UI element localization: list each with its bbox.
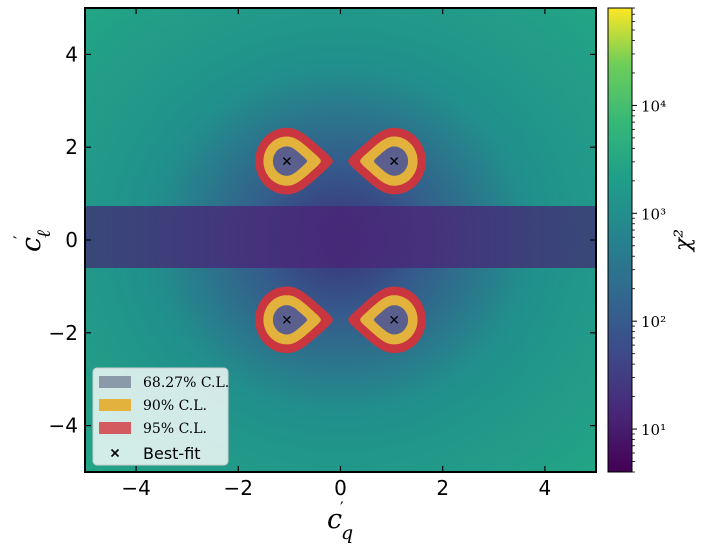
best-fit-marker [390, 315, 399, 324]
best-fit-marker [282, 157, 291, 166]
colorbar-tick-label: 10¹ [641, 421, 666, 439]
svg-text:ℓ: ℓ [33, 230, 55, 238]
best-fit-marker [282, 315, 291, 324]
y-tick-label: 2 [65, 135, 78, 159]
svg-text:′: ′ [10, 235, 29, 239]
legend-marker [110, 448, 120, 458]
x-tick-label: 4 [539, 476, 552, 500]
colorbar-ticks: 10¹ 10² 10³ 10⁴ [632, 7, 666, 473]
legend-label: 68.27% C.L. [143, 375, 229, 391]
best-fit-marker [390, 157, 399, 166]
x-tick-label: 2 [436, 476, 449, 500]
legend-swatch [99, 376, 131, 388]
x-tick-label: −2 [224, 476, 253, 500]
y-tick-label: −4 [49, 414, 78, 438]
best-fit-markers [282, 157, 399, 324]
colorbar-gradient [608, 8, 632, 472]
y-axis-label: c ′ ℓ [10, 230, 55, 252]
legend: 68.27% C.L. 90% C.L. 95% C.L. Best-fit [92, 367, 229, 466]
legend-swatch [99, 422, 131, 434]
colorbar-frame [607, 7, 633, 473]
svg-text:c: c [16, 237, 47, 252]
confidence-region-68-27 [272, 146, 308, 176]
colorbar: 10¹ 10² 10³ 10⁴ χ² [607, 7, 696, 473]
x-tick-label: −4 [121, 476, 150, 500]
x-tick-label: 0 [334, 476, 347, 500]
colorbar-tick-label: 10⁴ [641, 97, 666, 115]
x-axis-label: c ′ q [327, 498, 353, 544]
svg-text:c: c [327, 504, 342, 535]
x-axis-ticks: −4 −2 0 2 4 [121, 8, 551, 500]
colorbar-tick-label: 10² [641, 313, 666, 331]
legend-label: 95% C.L. [143, 421, 207, 437]
y-tick-label: −2 [49, 321, 78, 345]
colorbar-tick-label: 10³ [641, 205, 666, 223]
y-tick-label: 0 [65, 228, 78, 252]
legend-box [92, 367, 229, 466]
svg-text:q: q [341, 522, 353, 544]
svg-text:′: ′ [340, 498, 344, 517]
y-tick-label: 4 [65, 42, 78, 66]
y-axis-ticks: 4 2 0 −2 −4 [49, 42, 596, 438]
legend-label: 90% C.L. [143, 398, 207, 414]
colorbar-label: χ² [671, 229, 696, 253]
confidence-region-68-27 [373, 146, 409, 176]
low-chi2-band [85, 206, 596, 268]
legend-swatch [99, 399, 131, 411]
confidence-region-68-27 [272, 305, 308, 335]
legend-label: Best-fit [143, 444, 201, 463]
confidence-region-68-27 [373, 305, 409, 335]
confidence-regions [255, 127, 426, 354]
